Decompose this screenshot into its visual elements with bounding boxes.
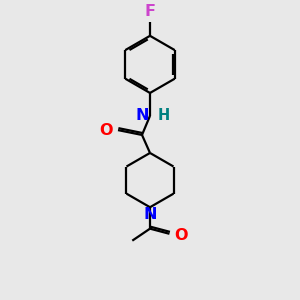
Text: N: N	[135, 108, 148, 123]
Text: O: O	[99, 123, 113, 138]
Text: F: F	[145, 4, 155, 19]
Text: N: N	[143, 207, 157, 222]
Text: O: O	[175, 228, 188, 243]
Text: H: H	[158, 108, 170, 123]
